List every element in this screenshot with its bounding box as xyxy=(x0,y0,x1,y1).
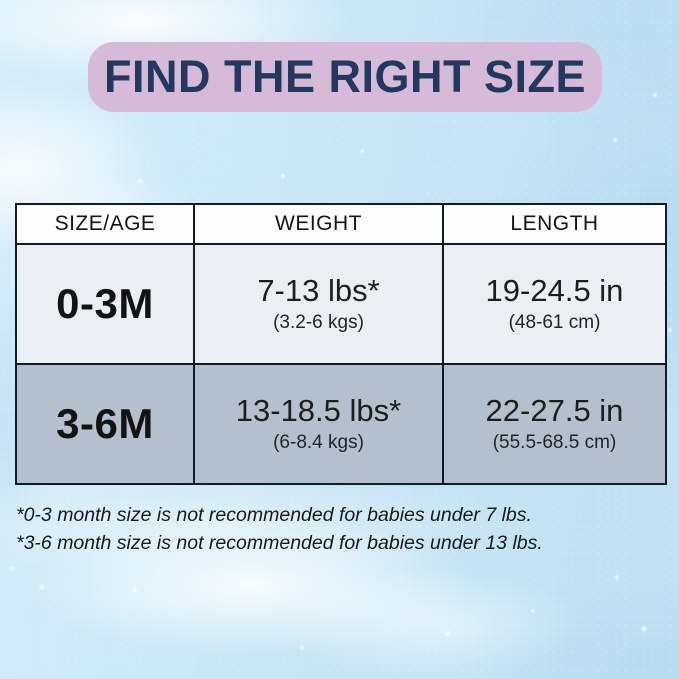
weight-cell: 13-18.5 lbs* (6-8.4 kgs) xyxy=(193,363,444,485)
footnotes: *0-3 month size is not recommended for b… xyxy=(16,501,543,557)
table-header-row: SIZE/AGE WEIGHT LENGTH xyxy=(15,203,667,245)
length-cell: 22-27.5 in (55.5-68.5 cm) xyxy=(442,363,667,485)
table-row-3-6m: 3-6M 13-18.5 lbs* (6-8.4 kgs) 22-27.5 in… xyxy=(15,363,667,485)
length-value: 19-24.5 in xyxy=(485,272,624,308)
footnote-0-3m: *0-3 month size is not recommended for b… xyxy=(16,504,532,526)
weight-metric-value: (6-8.4 kgs) xyxy=(273,432,364,454)
footnote-3-6m: *3-6 month size is not recommended for b… xyxy=(16,532,543,554)
size-label: 3-6M xyxy=(56,400,154,447)
length-metric-value: (48-61 cm) xyxy=(508,312,601,334)
column-header-weight: WEIGHT xyxy=(193,203,444,245)
size-label: 0-3M xyxy=(56,280,154,327)
size-chart-table: SIZE/AGE WEIGHT LENGTH 0-3M 7-13 lbs* (3… xyxy=(15,203,667,485)
weight-value: 13-18.5 lbs* xyxy=(235,392,402,428)
table-row-0-3m: 0-3M 7-13 lbs* (3.2-6 kgs) 19-24.5 in (4… xyxy=(15,243,667,365)
column-header-size-age: SIZE/AGE xyxy=(15,203,195,245)
title-banner: FIND THE RIGHT SIZE xyxy=(88,42,602,112)
length-value: 22-27.5 in xyxy=(485,392,624,428)
size-cell: 0-3M xyxy=(15,243,195,365)
weight-cell: 7-13 lbs* (3.2-6 kgs) xyxy=(193,243,444,365)
column-header-length: LENGTH xyxy=(442,203,667,245)
weight-metric-value: (3.2-6 kgs) xyxy=(273,312,364,334)
length-cell: 19-24.5 in (48-61 cm) xyxy=(442,243,667,365)
size-cell: 3-6M xyxy=(15,363,195,485)
page-title: FIND THE RIGHT SIZE xyxy=(104,51,586,102)
weight-value: 7-13 lbs* xyxy=(257,272,380,308)
length-metric-value: (55.5-68.5 cm) xyxy=(492,432,617,454)
